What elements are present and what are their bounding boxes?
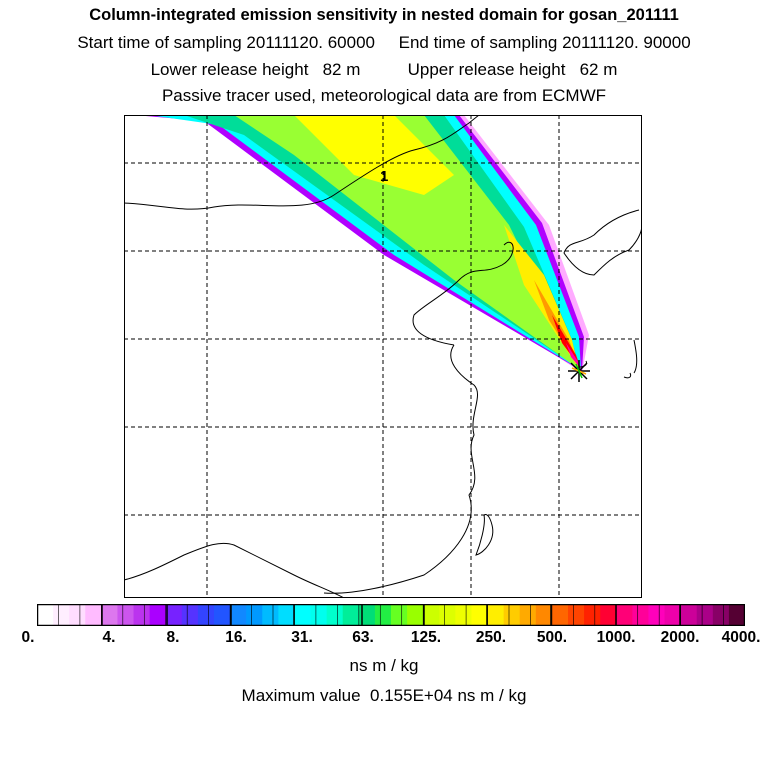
colorbar-swatch <box>246 604 263 626</box>
colorbar-tick-label: 8. <box>166 629 180 646</box>
colorbar-tick-label: 2000. <box>660 629 700 646</box>
release-heights: Lower release height 82 m Upper release … <box>150 60 618 79</box>
coastlines <box>124 115 642 598</box>
colorbar-swatch <box>423 604 440 626</box>
colorbar-swatch <box>584 604 601 626</box>
colorbar-tick-label: 16. <box>225 629 247 646</box>
colorbar-swatch <box>326 604 344 626</box>
colorbar-swatch <box>117 604 135 626</box>
colorbar-swatch <box>455 604 472 626</box>
colorbar-swatch <box>487 604 505 626</box>
colorbar-tick-label: 0. <box>21 629 35 646</box>
colorbar-swatch <box>230 604 247 626</box>
colorbar-swatch <box>294 604 312 626</box>
colorbar-swatch <box>278 604 295 626</box>
colorbar-swatch <box>728 604 745 626</box>
colorbar-swatch <box>181 604 199 626</box>
plume-band-yellow <box>294 115 454 195</box>
colorbar-swatch <box>519 604 537 626</box>
colorbar <box>37 604 745 626</box>
colorbar-swatch <box>37 604 54 626</box>
chart-title: Column-integrated emission sensitivity i… <box>89 6 679 24</box>
colorbar-swatch <box>342 604 360 626</box>
colorbar-swatch <box>69 604 86 626</box>
plume-band-magenta <box>566 343 581 369</box>
sampling-times: Start time of sampling 20111120. 60000 E… <box>77 33 691 52</box>
colorbar-swatch <box>680 604 698 626</box>
colorbar-tick-label: 500. <box>536 629 568 646</box>
release-marker: 1 <box>380 168 388 185</box>
colorbar-swatch <box>551 604 569 626</box>
colorbar-swatch <box>471 604 489 626</box>
colorbar-swatch <box>214 604 231 626</box>
colorbar-units: ns m / kg <box>349 656 419 675</box>
colorbar-swatch <box>712 604 730 626</box>
colorbar-swatch <box>358 604 376 626</box>
colorbar-swatch <box>616 604 633 626</box>
colorbar-swatch <box>696 604 714 626</box>
colorbar-swatch <box>648 604 666 626</box>
colorbar-tick-label: 31. <box>291 629 313 646</box>
colorbar-swatch <box>85 604 102 626</box>
colorbar-swatch <box>600 604 617 626</box>
colorbar-swatch <box>391 604 408 626</box>
tracer-info: Passive tracer used, meteorological data… <box>161 86 607 105</box>
plume-band-teal <box>184 115 580 369</box>
colorbar-swatch <box>407 604 424 626</box>
colorbar-tick-label: 250. <box>475 629 507 646</box>
colorbar-swatch <box>535 604 553 626</box>
colorbar-swatch <box>149 604 167 626</box>
colorbar-tick-label: 4. <box>102 629 116 646</box>
colorbar-swatch <box>165 604 183 626</box>
colorbar-swatch <box>101 604 118 626</box>
plume-band-green <box>234 115 579 369</box>
colorbar-swatch <box>374 604 392 626</box>
colorbar-swatch <box>632 604 649 626</box>
colorbar-swatch <box>439 604 456 626</box>
emission-sensitivity-map: 1 <box>124 115 642 598</box>
colorbar-swatch <box>197 604 215 626</box>
colorbar-swatch <box>310 604 328 626</box>
colorbar-swatch <box>262 604 279 626</box>
colorbar-swatch <box>664 604 682 626</box>
colorbar-frame <box>37 604 745 626</box>
receptor-star-icon <box>568 360 590 382</box>
maximum-value: Maximum value 0.155E+04 ns m / kg <box>241 686 527 705</box>
colorbar-swatch <box>503 604 521 626</box>
colorbar-swatch <box>53 604 70 626</box>
colorbar-swatch <box>133 604 151 626</box>
colorbar-tick-label: 4000. <box>721 629 761 646</box>
colorbar-tick-label: 1000. <box>596 629 636 646</box>
lat-lon-grid <box>124 115 642 598</box>
colorbar-tick-label: 125. <box>410 629 442 646</box>
map-frame <box>124 115 642 598</box>
colorbar-swatch <box>568 604 585 626</box>
colorbar-tick-label: 63. <box>352 629 374 646</box>
